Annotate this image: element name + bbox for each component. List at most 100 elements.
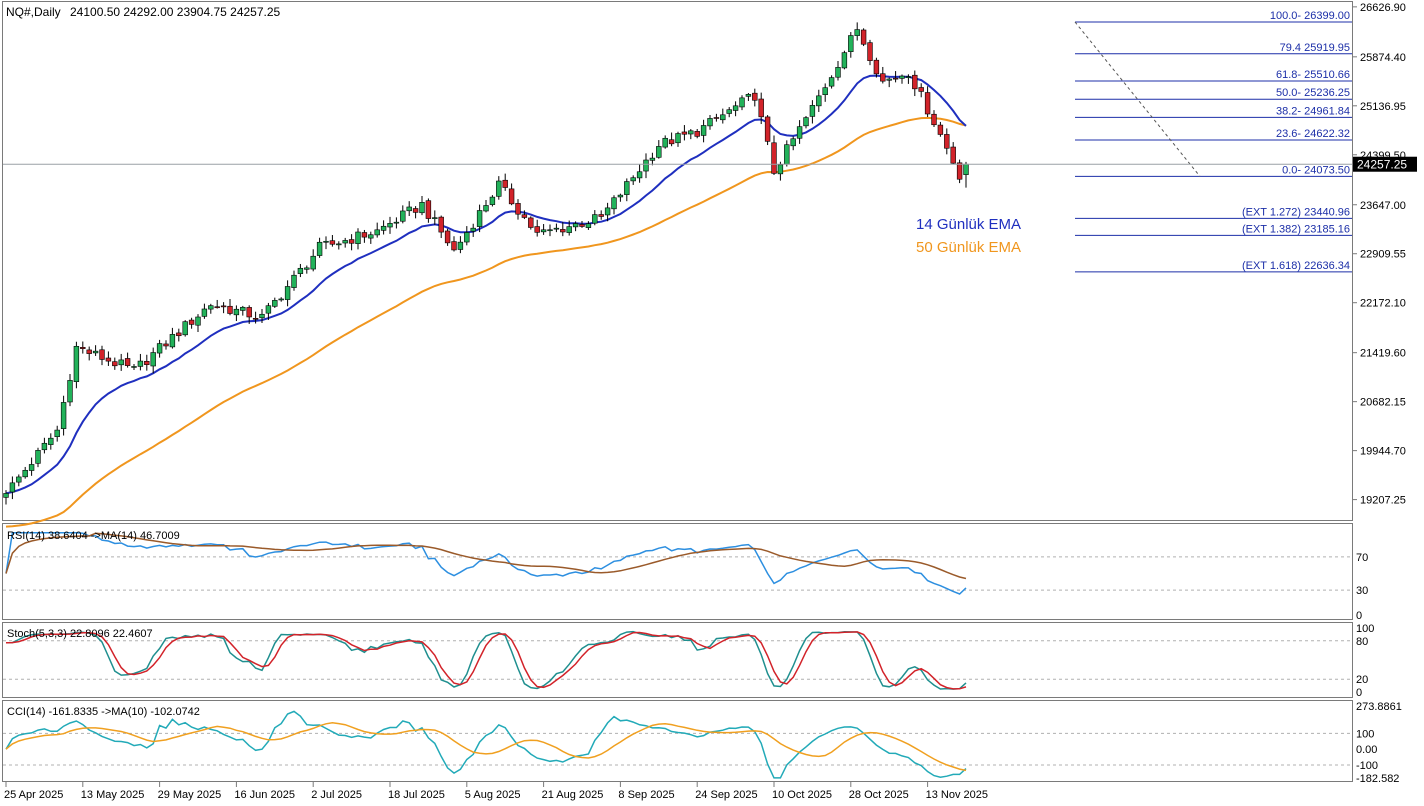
cci-label: CCI(14) -161.8335 ->MA(10) -102.0742 xyxy=(7,706,200,718)
candle-body xyxy=(700,125,707,136)
candle-body xyxy=(822,87,828,96)
time-tick-label: 5 Aug 2025 xyxy=(465,789,521,801)
cci-ma-line xyxy=(5,722,967,772)
candle-body xyxy=(188,319,195,325)
candle-body xyxy=(931,113,937,126)
rsi-ma-line xyxy=(5,532,967,580)
candle-body xyxy=(784,144,790,165)
time-tick-label: 13 May 2025 xyxy=(81,789,145,801)
candle-body xyxy=(496,180,502,197)
price-panel[interactable] xyxy=(2,1,1353,521)
candle-body xyxy=(924,92,931,115)
ema14-series xyxy=(5,74,967,495)
fib-level-label: (EXT 1.272) 23440.96 xyxy=(1242,206,1350,218)
stoch-tick-label: 0 xyxy=(1356,687,1362,699)
candle-body xyxy=(540,229,547,233)
ema50-legend: 50 Günlük EMA xyxy=(916,239,1021,256)
candle-body xyxy=(848,35,854,52)
candle-body xyxy=(476,210,483,227)
candle-body xyxy=(361,232,368,238)
candle-body xyxy=(16,476,22,483)
rsi-panel[interactable] xyxy=(2,523,1353,620)
fib-level-label: 0.0- 24073.50 xyxy=(1282,164,1350,176)
candle-body xyxy=(73,345,80,382)
candle-body xyxy=(566,226,572,233)
candle-body xyxy=(777,164,784,175)
candle-body xyxy=(374,229,380,236)
candle-body xyxy=(208,305,214,310)
candle-body xyxy=(572,223,579,228)
candle-body xyxy=(35,450,41,464)
candle-body xyxy=(828,77,835,87)
time-tick-label: 2 Jul 2025 xyxy=(311,789,362,801)
candle-body xyxy=(92,350,99,354)
candle-body xyxy=(137,360,144,367)
candle-body xyxy=(502,179,508,188)
rsi-tick-label: 70 xyxy=(1356,552,1368,564)
cci-tick-label: 273.8861 xyxy=(1356,701,1402,713)
candle-body xyxy=(265,305,272,314)
candle-body xyxy=(150,352,156,367)
candle-body xyxy=(54,429,60,437)
candle-body xyxy=(796,126,803,139)
time-tick-label: 8 Sep 2025 xyxy=(618,789,674,801)
candle-body xyxy=(464,232,470,243)
candle-body xyxy=(220,305,227,308)
candle-body xyxy=(470,227,476,232)
fib-level-label: 38.2- 24961.84 xyxy=(1276,105,1350,117)
cci-tick-label: 100 xyxy=(1356,728,1374,740)
candle-body xyxy=(163,343,169,347)
candle-body xyxy=(732,105,739,111)
candle-body xyxy=(144,360,150,365)
candle-body xyxy=(950,146,956,164)
cci-panel[interactable] xyxy=(2,700,1353,782)
candle-body xyxy=(611,197,617,210)
candle-body xyxy=(790,138,796,147)
candle-body xyxy=(508,188,515,205)
stoch-panel[interactable] xyxy=(2,622,1353,698)
candle-body xyxy=(624,181,630,195)
time-tick-label: 29 May 2025 xyxy=(158,789,222,801)
candle-body xyxy=(521,214,528,218)
candle-body xyxy=(534,226,540,233)
candle-body xyxy=(720,114,726,121)
time-tick-label: 16 Jun 2025 xyxy=(234,789,295,801)
candle-body xyxy=(355,231,361,244)
candle-body xyxy=(918,87,924,92)
stoch-signal-line xyxy=(5,631,967,690)
candle-body xyxy=(380,225,387,231)
candle-body xyxy=(112,361,118,367)
candle-body xyxy=(195,316,201,326)
price-tick-label: 21419.60 xyxy=(1360,348,1406,360)
stoch-label: Stoch(5,3,3) 22.8096 22.4607 xyxy=(7,628,153,640)
fib-level-label: (EXT 1.618) 22636.34 xyxy=(1242,260,1350,272)
candle-body xyxy=(764,116,771,142)
candle-body xyxy=(425,200,432,219)
rsi-tick-label: 30 xyxy=(1356,585,1368,597)
candle-body xyxy=(854,29,860,36)
symbol-label: NQ#,Daily xyxy=(6,5,61,19)
candle-body xyxy=(675,133,681,144)
price-tick-label: 19207.25 xyxy=(1360,495,1406,507)
price-tick-label: 19944.70 xyxy=(1360,446,1406,458)
candle-body xyxy=(41,442,48,451)
candle-body xyxy=(48,437,54,445)
candle-body xyxy=(592,214,598,224)
candle-body xyxy=(131,366,137,368)
cci-tick-label: 0.00 xyxy=(1356,744,1377,756)
time-tick-label: 13 Nov 2025 xyxy=(926,789,988,801)
candle-body xyxy=(323,240,329,243)
candle-body xyxy=(668,139,675,145)
time-tick-label: 10 Oct 2025 xyxy=(772,789,832,801)
price-tick-label: 20682.15 xyxy=(1360,397,1406,409)
candle-body xyxy=(956,162,963,180)
candle-body xyxy=(745,94,752,97)
candle-body xyxy=(553,227,560,230)
candle-body xyxy=(22,469,28,478)
candle-body xyxy=(963,163,969,175)
fib-level-label: 23.6- 24622.32 xyxy=(1276,128,1350,140)
candle-body xyxy=(656,146,662,158)
candle-body xyxy=(912,74,918,90)
current-price-tag: 24257.25 xyxy=(1357,158,1407,172)
